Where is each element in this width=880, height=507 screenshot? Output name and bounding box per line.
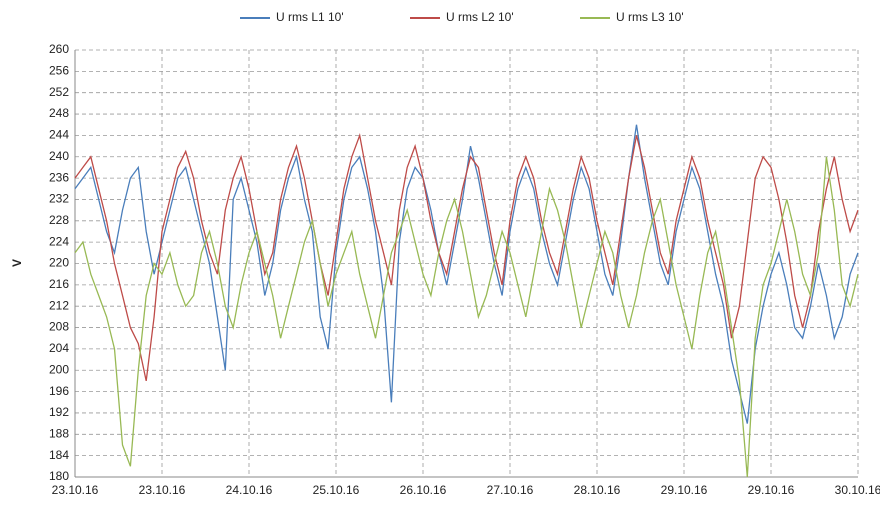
y-axis-label: V — [10, 259, 24, 267]
x-tick-label: 28.10.16 — [574, 483, 621, 497]
x-tick-label: 24.10.16 — [226, 483, 273, 497]
legend-label: U rms L1 10' — [276, 10, 344, 24]
x-tick-label: 30.10.16 — [835, 483, 880, 497]
x-tick-label: 23.10.16 — [139, 483, 186, 497]
y-tick-label: 228 — [49, 213, 69, 227]
x-tick-label: 29.10.16 — [661, 483, 708, 497]
y-tick-label: 232 — [49, 192, 69, 206]
y-tick-label: 248 — [49, 106, 69, 120]
y-tick-label: 240 — [49, 149, 69, 163]
x-tick-label: 23.10.16 — [52, 483, 99, 497]
y-tick-label: 236 — [49, 170, 69, 184]
legend-label: U rms L3 10' — [616, 10, 684, 24]
y-tick-label: 184 — [49, 448, 69, 462]
legend-label: U rms L2 10' — [446, 10, 514, 24]
y-tick-label: 192 — [49, 405, 69, 419]
series-line — [74, 124, 859, 424]
y-tick-label: 204 — [49, 341, 69, 355]
y-tick-label: 220 — [49, 256, 69, 270]
y-tick-label: 200 — [49, 362, 69, 376]
y-tick-label: 260 — [49, 42, 69, 56]
series-line — [74, 156, 859, 478]
y-tick-label: 244 — [49, 128, 69, 142]
y-tick-label: 252 — [49, 85, 69, 99]
y-tick-label: 212 — [49, 298, 69, 312]
y-tick-label: 208 — [49, 320, 69, 334]
x-tick-label: 25.10.16 — [313, 483, 360, 497]
x-tick-label: 29.10.16 — [748, 483, 795, 497]
x-tick-label: 27.10.16 — [487, 483, 534, 497]
x-tick-label: 26.10.16 — [400, 483, 447, 497]
series-line — [74, 132, 859, 382]
y-tick-label: 188 — [49, 426, 69, 440]
y-tick-label: 180 — [49, 469, 69, 483]
y-tick-label: 224 — [49, 234, 69, 248]
y-tick-label: 256 — [49, 64, 69, 78]
y-tick-label: 216 — [49, 277, 69, 291]
y-tick-label: 196 — [49, 384, 69, 398]
